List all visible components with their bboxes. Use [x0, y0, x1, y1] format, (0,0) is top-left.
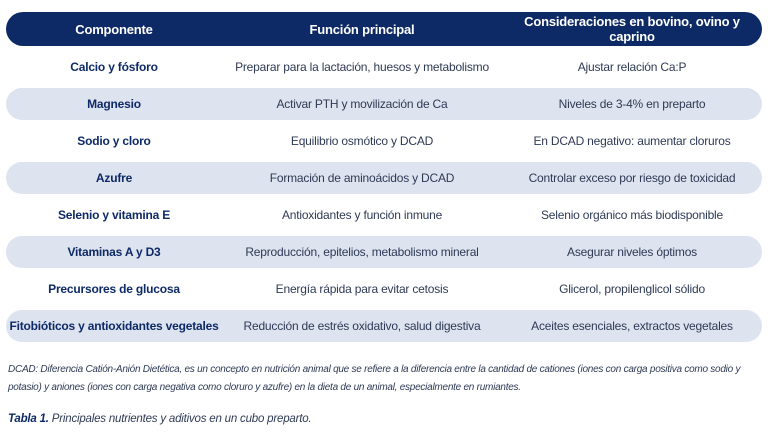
cell-funcion: Equilibrio osmótico y DCAD: [290, 134, 434, 148]
table-row: Sodio y cloro Equilibrio osmótico y DCAD…: [6, 125, 762, 157]
cell-componente: Selenio y vitamina E: [57, 208, 171, 222]
cell-funcion: Preparar para la lactación, huesos y met…: [235, 60, 489, 74]
cell-funcion: Reducción de estrés oxidativo, salud dig…: [243, 319, 481, 333]
table-row: Selenio y vitamina E Antioxidantes y fun…: [6, 199, 762, 231]
table-row: Magnesio Activar PTH y movilización de C…: [6, 88, 762, 120]
table-row: Fitobióticos y antioxidantes vegetales R…: [6, 310, 762, 342]
cell-consideraciones: Aceites esenciales, extractos vegetales: [531, 319, 733, 333]
cell-funcion: Formación de aminoácidos y DCAD: [269, 171, 455, 185]
caption-label: Tabla 1.: [8, 413, 49, 425]
dcad-footnote: DCAD: Diferencia Catión-Anión Dietética,…: [8, 364, 741, 393]
cell-consideraciones: Ajustar relación Ca:P: [577, 60, 687, 74]
cell-componente: Fitobióticos y antioxidantes vegetales: [9, 319, 219, 333]
table-row: Azufre Formación de aminoácidos y DCAD C…: [6, 162, 762, 194]
header-funcion-principal: Función principal: [309, 21, 415, 37]
nutrients-table: Componente Función principal Consideraci…: [6, 12, 762, 342]
cell-funcion: Activar PTH y movilización de Ca: [276, 97, 448, 111]
cell-funcion: Reproducción, epitelios, metabolismo min…: [245, 245, 479, 259]
header-consideraciones: Consideraciones en bovino, ovino y capri…: [524, 14, 740, 44]
cell-componente: Vitaminas A y D3: [67, 245, 161, 259]
header-componente: Componente: [75, 21, 153, 37]
table-caption: Tabla 1. Principales nutrientes y aditiv…: [8, 413, 312, 425]
table-row: Calcio y fósforo Preparar para la lactac…: [6, 51, 762, 83]
table-row: Precursores de glucosa Energía rápida pa…: [6, 273, 762, 305]
table-row: Vitaminas A y D3 Reproducción, epitelios…: [6, 236, 762, 268]
cell-consideraciones: En DCAD negativo: aumentar cloruros: [533, 134, 731, 148]
table-header: Componente Función principal Consideraci…: [6, 12, 762, 46]
cell-componente: Magnesio: [87, 97, 141, 111]
cell-consideraciones: Controlar exceso por riesgo de toxicidad: [528, 171, 736, 185]
cell-consideraciones: Glicerol, propilenglicol sólido: [559, 282, 705, 296]
cell-funcion: Antioxidantes y función inmune: [281, 208, 443, 222]
cell-consideraciones: Niveles de 3-4% en preparto: [558, 97, 706, 111]
cell-consideraciones: Selenio orgánico más biodisponible: [541, 208, 723, 222]
cell-componente: Azufre: [95, 171, 133, 185]
cell-funcion: Energía rápida para evitar cetosis: [275, 282, 449, 296]
cell-componente: Sodio y cloro: [77, 134, 151, 148]
caption-text: Principales nutrientes y aditivos en un …: [48, 413, 312, 425]
cell-consideraciones: Asegurar niveles óptimos: [567, 245, 697, 259]
cell-componente: Calcio y fósforo: [70, 60, 158, 74]
cell-componente: Precursores de glucosa: [48, 282, 180, 296]
